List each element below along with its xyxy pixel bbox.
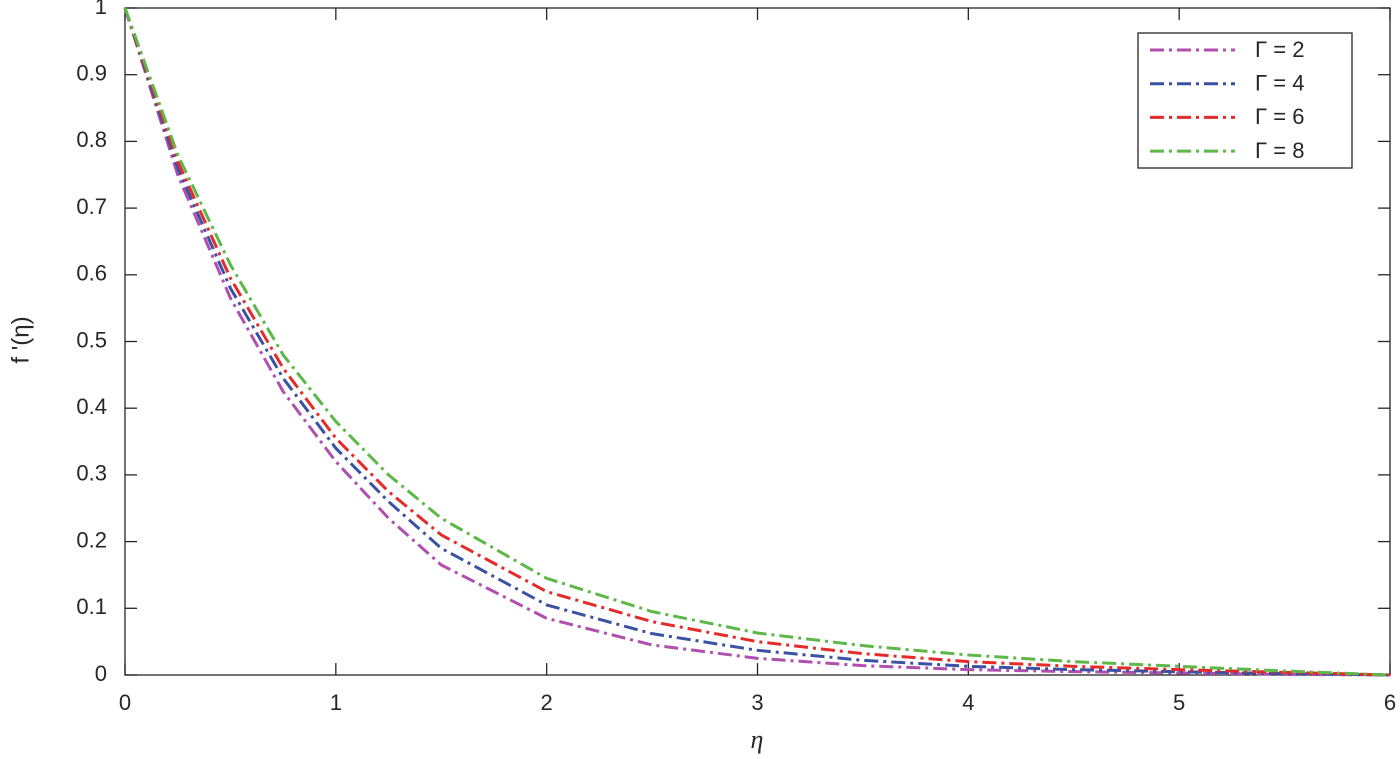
legend (1137, 32, 1353, 169)
plot-frame (124, 7, 1391, 676)
y-tick-label: 0.2 (76, 527, 107, 552)
series-line (123, 7, 1391, 677)
y-axis-label: f '(η) (7, 316, 34, 363)
y-tick-label: 0.5 (76, 327, 107, 352)
x-tick-label: 5 (1173, 690, 1185, 715)
x-tick-label: 0 (119, 690, 131, 715)
y-tick-label: 0.7 (76, 194, 107, 219)
y-tick-label: 0.6 (76, 261, 107, 286)
series-line (123, 7, 1391, 677)
x-tick-label: 2 (541, 690, 553, 715)
y-tick-label: 0.4 (76, 394, 107, 419)
y-tick-label: 0.3 (76, 461, 107, 486)
series-line (123, 7, 1391, 677)
y-tick-label: 0.9 (76, 61, 107, 86)
legend-label: Γ = 8 (1255, 138, 1304, 163)
legend-label: Γ = 4 (1255, 71, 1304, 96)
legend-label: Γ = 2 (1255, 37, 1304, 62)
y-tick-label: 0 (95, 661, 107, 686)
y-tick-label: 0.8 (76, 127, 107, 152)
series-line (123, 7, 1391, 677)
x-tick-label: 4 (962, 690, 974, 715)
y-tick-label: 1 (95, 0, 107, 19)
x-tick-label: 6 (1384, 690, 1396, 715)
x-tick-label: 1 (330, 690, 342, 715)
x-tick-label: 3 (751, 690, 763, 715)
y-tick-label: 0.1 (76, 594, 107, 619)
legend-label: Γ = 6 (1255, 104, 1304, 129)
x-axis-label: η (751, 725, 764, 754)
